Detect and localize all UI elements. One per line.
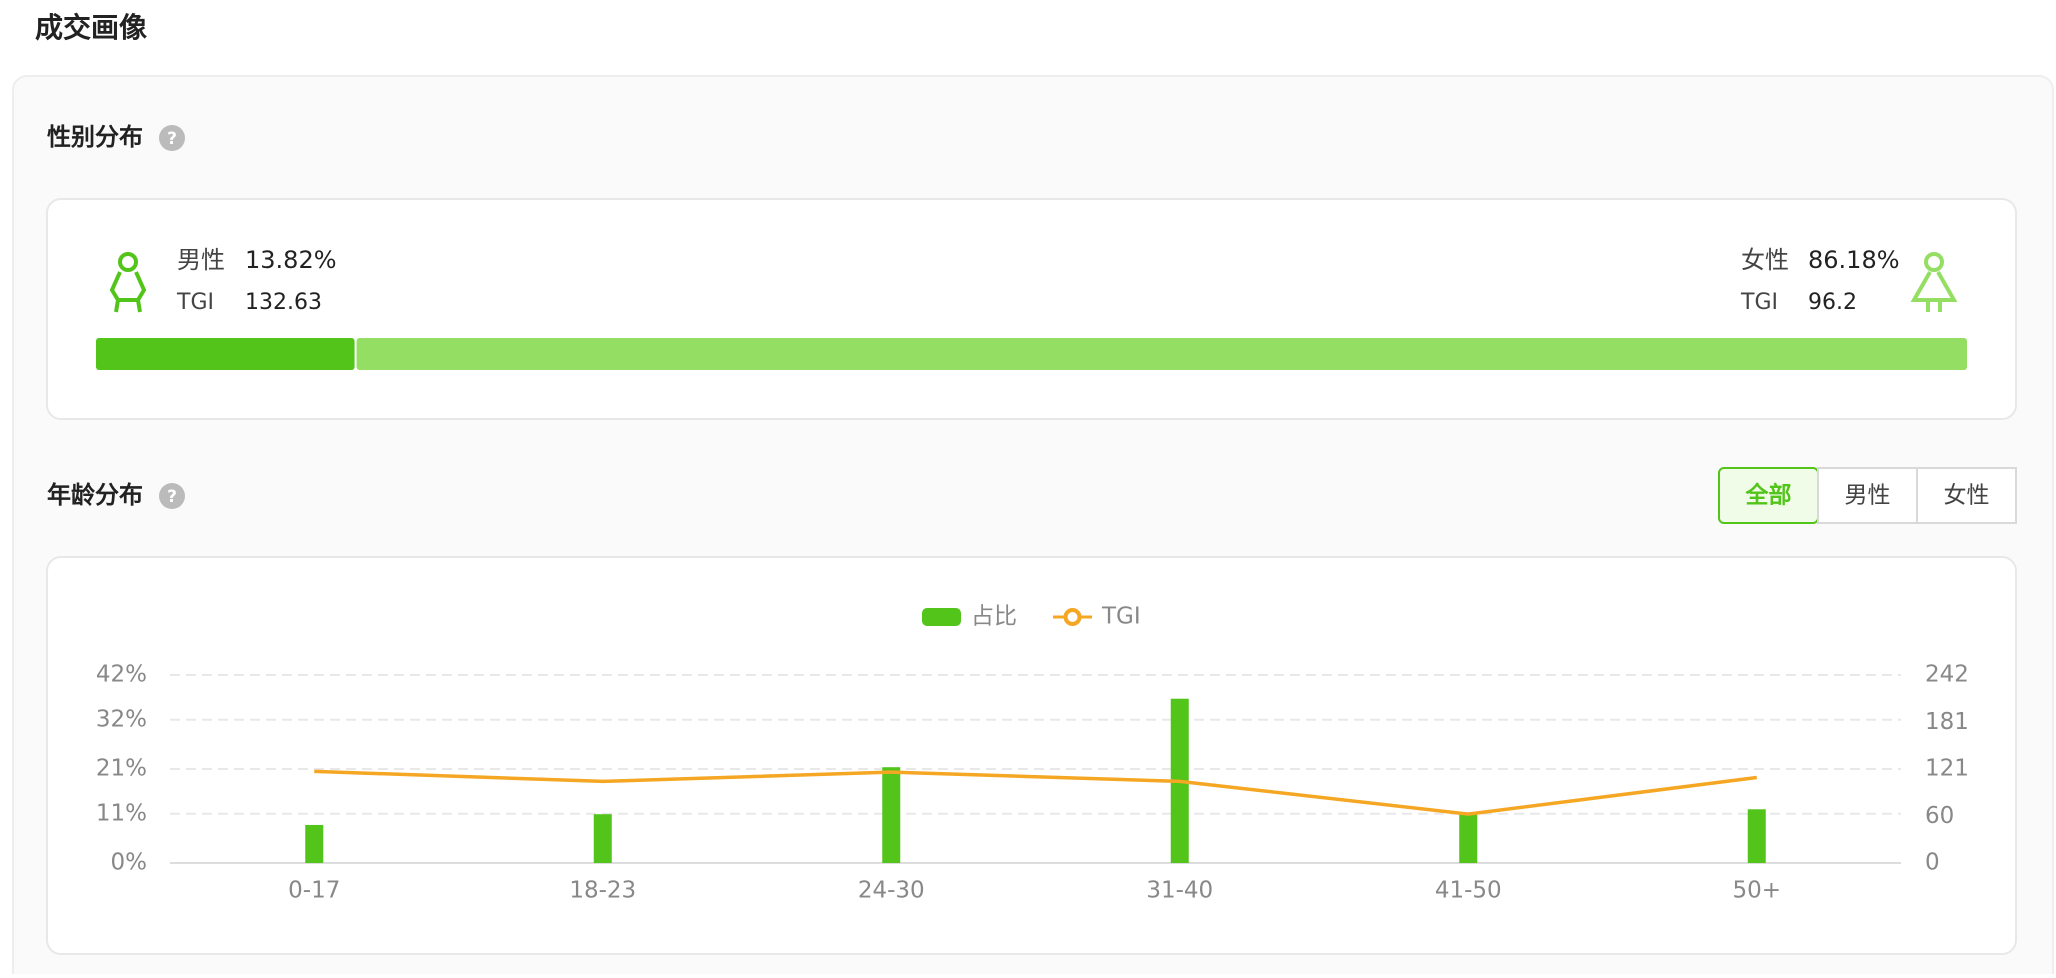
y-tick-label: 11% (96, 800, 147, 826)
y-tick-label: 21% (96, 756, 147, 782)
section-title: 性别分布 (47, 123, 143, 151)
male-tgi-label: TGI (176, 290, 214, 315)
legend-label: TGI (1101, 604, 1141, 630)
x-tick-label: 24-30 (858, 878, 925, 904)
bar (593, 814, 612, 863)
x-tick-label: 41-50 (1435, 878, 1502, 904)
help-icon[interactable] (159, 483, 185, 509)
x-tick-label: 31-40 (1146, 878, 1213, 904)
tab-label[interactable]: 全部 (1745, 482, 1792, 509)
age-card (46, 556, 2017, 955)
female-percent: 86.18% (1808, 246, 1900, 274)
female-icon (1910, 252, 1958, 312)
help-icon-text[interactable]: ? (167, 129, 177, 149)
female-tgi-label: TGI (1740, 290, 1778, 315)
bar (1459, 812, 1478, 863)
male-tgi: 132.63 (245, 290, 322, 315)
y2-tick-label: 242 (1925, 662, 1969, 688)
help-icon-text[interactable]: ? (167, 487, 177, 507)
male-label: 男性 (177, 246, 225, 274)
bar (882, 767, 901, 863)
male-percent: 13.82% (245, 246, 337, 274)
y2-tick-label: 60 (1925, 803, 1954, 829)
y-tick-label: 42% (96, 662, 147, 688)
y-tick-label: 0% (111, 850, 148, 876)
bar (1747, 809, 1766, 863)
y2-tick-label: 181 (1925, 709, 1969, 735)
y2-tick-label: 0 (1925, 850, 1940, 876)
y-tick-label: 32% (96, 706, 147, 732)
female-bar (356, 338, 1967, 370)
page-title: 成交画像 (35, 11, 148, 44)
male-icon (109, 252, 147, 313)
tgi-line (314, 769, 1757, 816)
gender-card (46, 198, 2017, 420)
tab-label[interactable]: 女性 (1944, 483, 1990, 509)
legend-marker (1063, 608, 1082, 626)
female-label: 女性 (1741, 246, 1789, 274)
tab[interactable] (1817, 467, 1918, 524)
tab-label[interactable]: 男性 (1845, 483, 1891, 509)
female-tgi: 96.2 (1808, 290, 1857, 315)
section-title: 年龄分布 (47, 481, 143, 509)
male-bar (96, 338, 355, 370)
legend-swatch (922, 608, 961, 626)
help-icon[interactable] (159, 125, 185, 151)
x-tick-label: 50+ (1732, 878, 1781, 904)
x-tick-label: 0-17 (288, 878, 340, 904)
y2-tick-label: 121 (1925, 756, 1969, 782)
bar (305, 824, 324, 863)
x-tick-label: 18-23 (569, 878, 636, 904)
tab[interactable] (1916, 467, 2017, 524)
legend-label: 占比 (971, 604, 1017, 630)
